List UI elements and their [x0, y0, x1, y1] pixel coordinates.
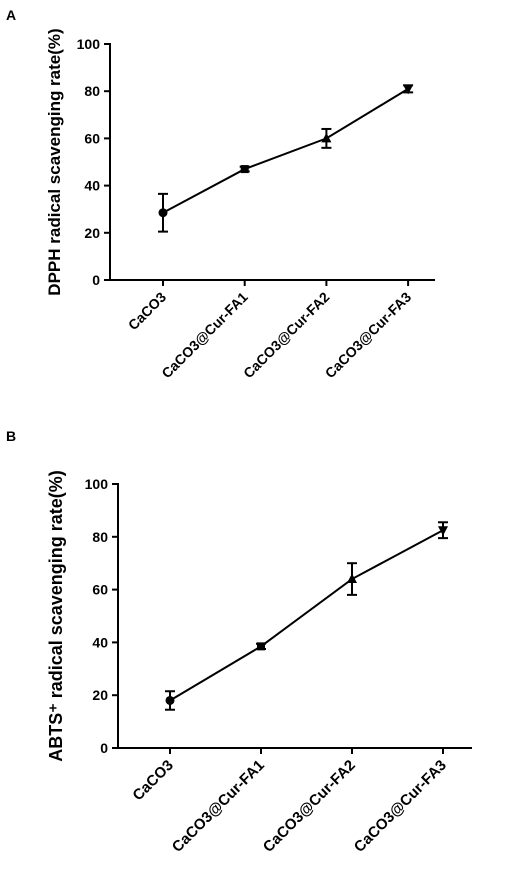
y-axis-label: DPPH radical scavenging rate(%): [45, 28, 64, 295]
y-tick-label: 0: [92, 272, 100, 288]
y-tick-label: 0: [100, 740, 108, 756]
marker: [240, 165, 249, 174]
x-tick-label: CaCO3@Cur-FA3: [322, 289, 415, 382]
x-tick-label: CaCO3@Cur-FA2: [260, 757, 359, 856]
x-tick-label: CaCO3@Cur-FA2: [240, 289, 333, 382]
marker: [165, 695, 175, 705]
y-tick-label: 100: [77, 36, 101, 52]
y-tick-label: 40: [84, 178, 100, 194]
y-tick-label: 60: [84, 130, 100, 146]
y-tick-label: 80: [84, 83, 100, 99]
y-tick-label: 20: [92, 687, 108, 703]
y-tick-label: 80: [92, 529, 108, 545]
x-tick-label: CaCO3: [129, 757, 176, 804]
y-axis-label: ABTS⁺ radical scavenging rate(%): [46, 470, 66, 762]
marker: [438, 526, 448, 536]
marker: [347, 573, 357, 584]
data-line: [169, 529, 444, 702]
marker: [321, 132, 332, 143]
x-tick-label: CaCO3: [125, 289, 169, 333]
y-tick-label: 60: [92, 582, 108, 598]
y-tick-label: 20: [84, 225, 100, 241]
y-tick-label: 100: [85, 476, 109, 492]
x-tick-label: CaCO3@Cur-FA3: [351, 757, 450, 856]
marker: [257, 642, 265, 651]
data-line: [162, 87, 409, 214]
panel-label: B: [6, 428, 16, 444]
panel-label: A: [6, 7, 16, 23]
x-tick-label: CaCO3@Cur-FA1: [169, 757, 268, 856]
marker: [158, 208, 168, 218]
marker: [403, 84, 414, 95]
x-tick-label: CaCO3@Cur-FA1: [158, 289, 251, 382]
y-tick-label: 40: [92, 634, 108, 650]
